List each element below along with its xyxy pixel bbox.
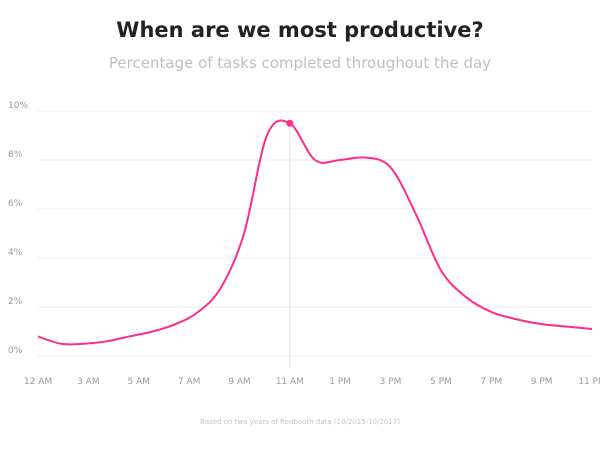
x-tick-label: 9 AM <box>228 377 251 387</box>
x-tick-label: 1 PM <box>329 377 351 387</box>
x-tick-label: 3 PM <box>380 377 402 387</box>
peak-marker <box>286 119 294 127</box>
series-line-0 <box>37 119 593 346</box>
y-tick-label: 2% <box>8 297 23 307</box>
y-tick-label: 10% <box>8 101 28 111</box>
chart-footnote: Based on two years of Redbooth data (10/… <box>200 418 400 426</box>
x-tick-label: 9 PM <box>531 377 553 387</box>
x-tick-label: 5 AM <box>127 377 150 387</box>
x-tick-label: 3 AM <box>77 377 100 387</box>
x-tick-label: 12 AM <box>24 377 52 387</box>
y-tick-label: 8% <box>8 150 23 160</box>
chart-subtitle: Percentage of tasks completed throughout… <box>108 54 492 72</box>
chart-title: When are we most productive? <box>116 18 484 42</box>
y-tick-label: 6% <box>8 199 23 209</box>
x-tick-label: 11 PM <box>578 377 600 387</box>
x-tick-label: 11 AM <box>276 377 304 387</box>
x-tick-label: 7 PM <box>480 377 502 387</box>
y-tick-label: 4% <box>8 248 23 258</box>
y-tick-label: 0% <box>8 346 23 356</box>
x-tick-label: 5 PM <box>430 377 452 387</box>
x-tick-label: 7 AM <box>178 377 201 387</box>
